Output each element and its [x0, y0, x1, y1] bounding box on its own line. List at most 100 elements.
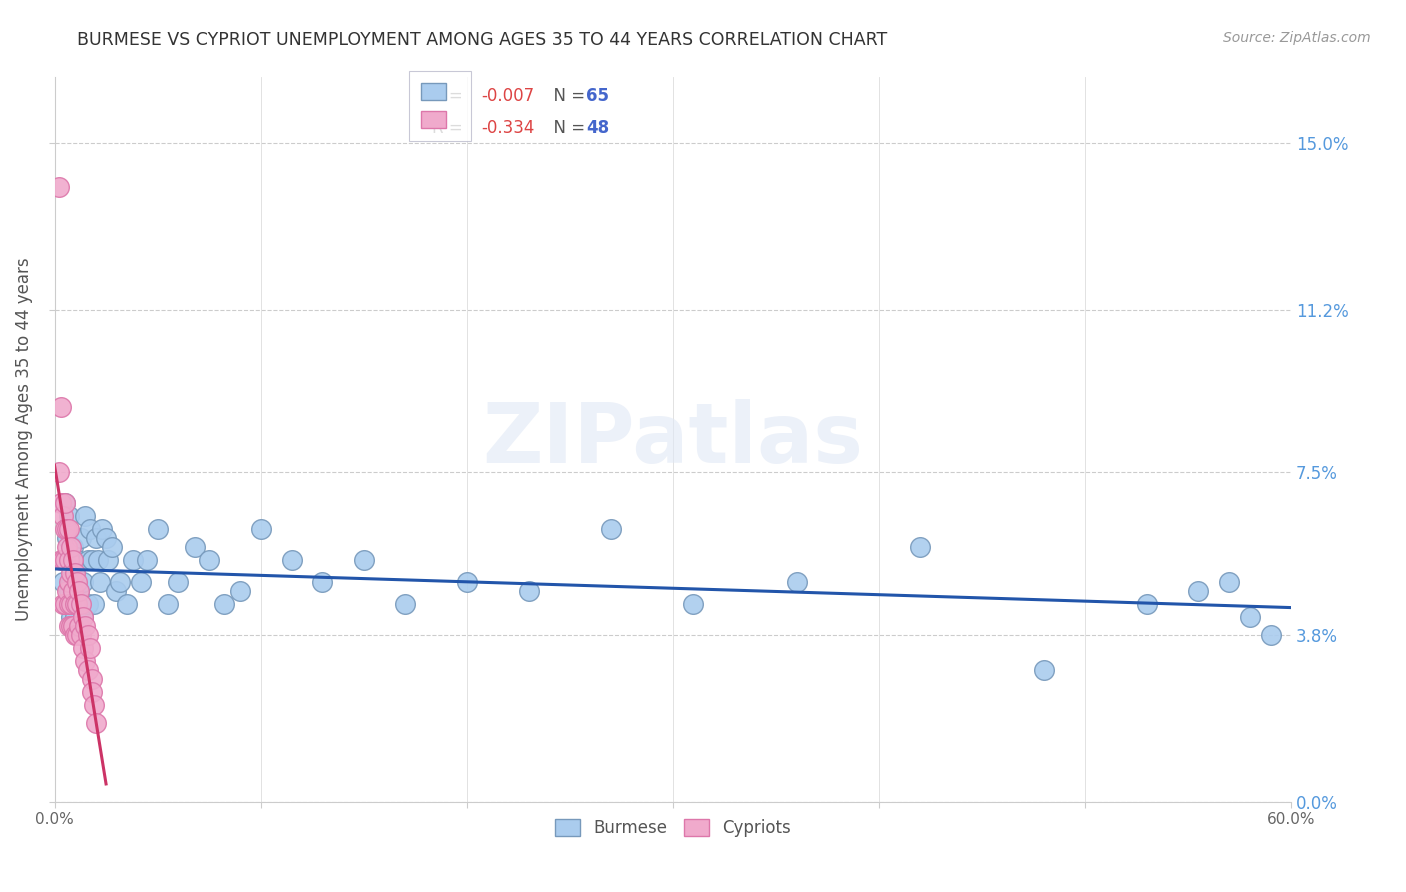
Point	[56, 523, 79, 537]
Text: R =: R =	[432, 120, 468, 137]
Point	[212, 597, 235, 611]
Point	[58, 523, 80, 537]
Point	[58, 583, 80, 598]
Point	[70, 531, 93, 545]
Point	[62, 540, 84, 554]
Point	[60, 575, 83, 590]
Point	[121, 553, 143, 567]
Point	[56, 597, 79, 611]
Point	[908, 540, 931, 554]
Point	[75, 619, 97, 633]
Point	[56, 583, 79, 598]
Point	[66, 628, 89, 642]
Text: ZIPatlas: ZIPatlas	[482, 399, 863, 480]
Point	[156, 597, 179, 611]
Point	[70, 628, 93, 642]
Point	[60, 540, 83, 554]
Point	[52, 509, 75, 524]
Point	[75, 509, 97, 524]
Point	[115, 597, 138, 611]
Point	[79, 523, 101, 537]
Point	[70, 597, 93, 611]
Point	[53, 523, 76, 537]
Point	[63, 597, 86, 611]
Point	[198, 553, 221, 567]
Text: N =: N =	[543, 120, 591, 137]
Text: R =: R =	[432, 87, 468, 104]
Point	[110, 575, 132, 590]
Point	[75, 654, 97, 668]
Point	[600, 523, 623, 537]
Point	[80, 685, 103, 699]
Point	[66, 597, 89, 611]
Point	[76, 553, 98, 567]
Point	[72, 575, 94, 590]
Point	[60, 566, 83, 581]
Point	[70, 597, 93, 611]
Point	[66, 575, 89, 590]
Point	[52, 597, 75, 611]
Point	[1239, 610, 1261, 624]
Point	[49, 400, 72, 414]
Point	[1136, 597, 1159, 611]
Point	[48, 466, 70, 480]
Point	[58, 509, 80, 524]
Point	[394, 597, 416, 611]
Point	[63, 628, 86, 642]
Text: -0.334: -0.334	[481, 120, 534, 137]
Point	[58, 553, 80, 567]
Point	[80, 672, 103, 686]
Point	[146, 523, 169, 537]
Point	[76, 663, 98, 677]
Point	[456, 575, 478, 590]
Text: -0.007: -0.007	[481, 87, 534, 104]
Point	[97, 553, 120, 567]
Point	[1260, 628, 1282, 642]
Point	[1187, 583, 1209, 598]
Point	[67, 583, 90, 598]
Point	[67, 583, 90, 598]
Text: Source: ZipAtlas.com: Source: ZipAtlas.com	[1223, 31, 1371, 45]
Point	[62, 553, 84, 567]
Point	[60, 597, 83, 611]
Point	[80, 553, 103, 567]
Point	[311, 575, 333, 590]
Point	[84, 531, 107, 545]
Point	[66, 553, 89, 567]
Point	[76, 597, 98, 611]
Point	[90, 523, 112, 537]
Point	[62, 619, 84, 633]
Point	[129, 575, 152, 590]
Point	[1032, 663, 1054, 677]
Point	[67, 619, 90, 633]
Point	[183, 540, 205, 554]
Legend: Burmese, Cypriots: Burmese, Cypriots	[548, 813, 797, 844]
Point	[786, 575, 808, 590]
Point	[94, 531, 117, 545]
Point	[48, 180, 70, 194]
Point	[53, 553, 76, 567]
Point	[72, 640, 94, 655]
Text: N =: N =	[543, 87, 591, 104]
Point	[353, 553, 375, 567]
Point	[66, 597, 89, 611]
Point	[56, 531, 79, 545]
Y-axis label: Unemployment Among Ages 35 to 44 years: Unemployment Among Ages 35 to 44 years	[15, 258, 32, 622]
Point	[60, 610, 83, 624]
Point	[682, 597, 704, 611]
Point	[76, 628, 98, 642]
Point	[136, 553, 159, 567]
Point	[1218, 575, 1240, 590]
Point	[83, 597, 105, 611]
Point	[62, 597, 84, 611]
Text: 48: 48	[586, 120, 609, 137]
Point	[280, 553, 302, 567]
Point	[167, 575, 190, 590]
Point	[58, 553, 80, 567]
Point	[53, 496, 76, 510]
Point	[105, 583, 128, 598]
Point	[87, 553, 110, 567]
Text: BURMESE VS CYPRIOT UNEMPLOYMENT AMONG AGES 35 TO 44 YEARS CORRELATION CHART: BURMESE VS CYPRIOT UNEMPLOYMENT AMONG AG…	[77, 31, 887, 49]
Point	[58, 619, 80, 633]
Point	[89, 575, 111, 590]
